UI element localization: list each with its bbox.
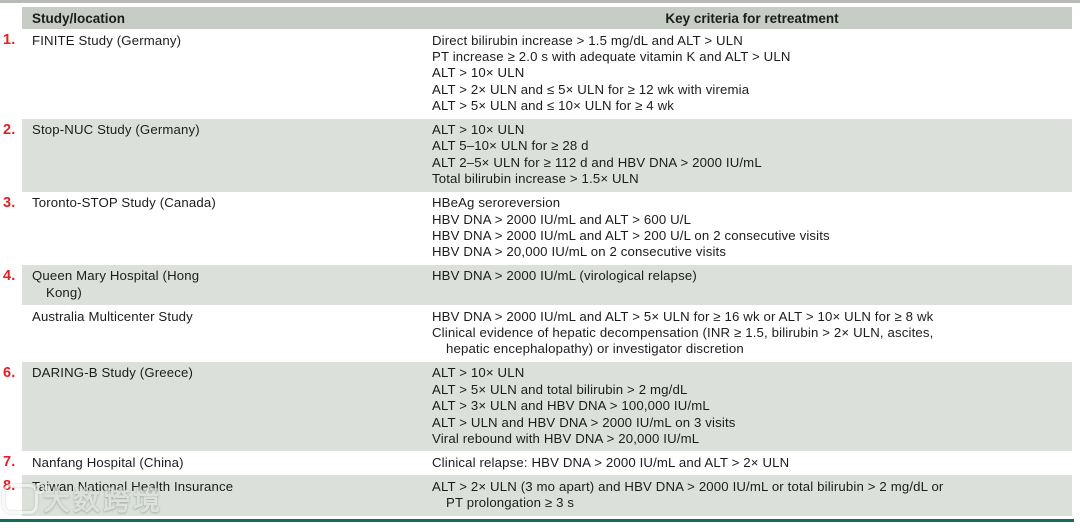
row-band: Taiwan National Health Insurance ALT > 2×… [22,475,1072,516]
criterion-line: ALT > 5× ULN and ≤ 10× ULN for ≥ 4 wk [432,98,675,114]
criterion-line: ALT > ULN and HBV DNA > 2000 IU/mL on 3 … [432,414,736,430]
study-location-line: Australia Multicenter Study [32,308,193,324]
study-location-cell: DARING-B Study (Greece) [22,365,432,447]
criterion-line: ALT > 10× ULN [432,122,525,138]
row-number: 3. [3,194,16,211]
row-number: 2. [3,121,16,138]
table-row: Australia Multicenter Study HBV DNA > 200… [0,305,1080,362]
table-row: 6. DARING-B Study (Greece) ALT > 10× ULN AL… [0,361,1080,452]
criterion-line: hepatic encephalopathy) or investigator … [446,341,744,357]
criterion-line: HBV DNA > 20,000 IU/mL on 2 consecutive … [432,244,727,260]
criterion-line: ALT > 3× ULN and HBV DNA > 100,000 IU/mL [432,398,710,414]
criterion-line: ALT > 2× ULN and ≤ 5× ULN for ≥ 12 wk wi… [432,81,750,97]
study-location-line: Kong) [46,284,82,300]
study-location-line: FINITE Study (Germany) [32,32,182,48]
key-criteria-cell: Direct bilirubin increase > 1.5 mg/dL an… [432,33,1072,115]
criterion-line: HBV DNA > 2000 IU/mL and ALT > 600 U/L [432,211,692,227]
study-location-cell: Nanfang Hospital (China) [22,455,432,471]
table-row: 7. Nanfang Hospital (China) Clinical relap… [0,451,1080,475]
study-location-cell: Stop-NUC Study (Germany) [22,122,432,188]
row-band: Australia Multicenter Study HBV DNA > 200… [22,305,1072,362]
study-location-cell: Toronto-STOP Study (Canada) [22,195,432,261]
study-location-line: Taiwan National Health Insurance [32,478,234,494]
row-band: FINITE Study (Germany) Direct bilirubin i… [22,29,1072,119]
study-location-line: Stop-NUC Study (Germany) [32,122,200,138]
table-top-rule [0,0,1080,3]
key-criteria-cell: ALT > 10× ULN ALT 5–10× ULN for ≥ 28 d ALT… [432,122,1072,188]
row-number: 4. [3,267,16,284]
criterion-line: PT increase ≥ 2.0 s with adequate vitami… [432,48,791,64]
row-band: DARING-B Study (Greece) ALT > 10× ULN ALT … [22,361,1072,452]
table-bottom-rule [0,519,1074,522]
criterion-line: ALT > 10× ULN [432,65,525,81]
criterion-line: ALT 2–5× ULN for ≥ 112 d and HBV DNA > 2… [432,154,762,170]
criterion-line: Clinical evidence of hepatic decompensat… [432,325,934,340]
table-row: 8. Taiwan National Health Insurance ALT > … [0,475,1080,516]
row-band: Nanfang Hospital (China) Clinical relapse… [22,451,1072,475]
criterion-line: ALT > 10× ULN [432,365,525,381]
column-header-key-criteria: Key criteria for retreatment [665,10,839,26]
criterion-line: ALT > 5× ULN and total bilirubin > 2 mg/… [432,381,688,397]
row-number [0,305,22,362]
study-location-line: Queen Mary Hospital (Hong [32,268,200,284]
study-location-line: Nanfang Hospital (China) [32,454,184,470]
criterion-line: HBV DNA > 2000 IU/mL (virological relaps… [432,268,697,284]
criterion-line: ALT > 2× ULN (3 mo apart) and HBV DNA > … [432,478,944,494]
table-row: 2. Stop-NUC Study (Germany) ALT > 10× ULN A… [0,118,1080,192]
row-band: Queen Mary Hospital (Hong Kong) HBV DNA > … [22,264,1072,306]
key-criteria-cell: HBV DNA > 2000 IU/mL and ALT > 5× ULN fo… [432,309,1072,358]
study-location-cell: Taiwan National Health Insurance [22,479,432,512]
study-location-line: DARING-B Study (Greece) [32,365,194,381]
criterion-line: Direct bilirubin increase > 1.5 mg/dL an… [432,32,743,48]
criterion-line: ALT 5–10× ULN for ≥ 28 d [432,138,589,154]
table-row: 3. Toronto-STOP Study (Canada) HBeAg seror… [0,192,1080,265]
criterion-line: Clinical relapse: HBV DNA > 2000 IU/mL a… [432,454,790,470]
row-number: 8. [3,478,16,495]
key-criteria-cell: ALT > 10× ULN ALT > 5× ULN and total bili… [432,365,1072,447]
table-row: 4. Queen Mary Hospital (Hong Kong) HBV DNA … [0,264,1080,306]
study-location-cell: Queen Mary Hospital (Hong Kong) [22,268,432,301]
criterion-line: Viral rebound with HBV DNA > 20,000 IU/m… [432,430,700,446]
key-criteria-cell: HBeAg seroreversion HBV DNA > 2000 IU/mL … [432,195,1072,261]
key-criteria-cell: ALT > 2× ULN (3 mo apart) and HBV DNA > … [432,479,1072,512]
key-criteria-cell: HBV DNA > 2000 IU/mL (virological relaps… [432,268,1072,301]
criterion-line: PT prolongation ≥ 3 s [446,495,575,511]
criterion-line: HBV DNA > 2000 IU/mL and ALT > 5× ULN fo… [432,308,934,324]
retreatment-criteria-table: Study/location Key criteria for retreatm… [0,7,1080,516]
table-header-row: Study/location Key criteria for retreatm… [22,7,1072,29]
criterion-line: HBV DNA > 2000 IU/mL and ALT > 200 U/L o… [432,227,830,243]
study-location-line: Toronto-STOP Study (Canada) [32,195,216,211]
table-row: 1. FINITE Study (Germany) Direct bilirubin… [0,29,1080,119]
table-body: 1. FINITE Study (Germany) Direct bilirubin… [0,29,1080,516]
row-band: Stop-NUC Study (Germany) ALT > 10× ULN ALT… [22,118,1072,192]
row-number: 6. [3,364,16,381]
study-location-cell: FINITE Study (Germany) [22,33,432,115]
key-criteria-cell: Clinical relapse: HBV DNA > 2000 IU/mL a… [432,455,1072,471]
criterion-line: Total bilirubin increase > 1.5× ULN [432,171,639,187]
row-number: 7. [3,454,16,471]
column-header-study-location: Study/location [32,10,126,26]
criterion-line: HBeAg seroreversion [432,195,561,211]
row-band: Toronto-STOP Study (Canada) HBeAg serorev… [22,192,1072,265]
row-number: 1. [3,32,16,48]
study-location-cell: Australia Multicenter Study [22,309,432,358]
